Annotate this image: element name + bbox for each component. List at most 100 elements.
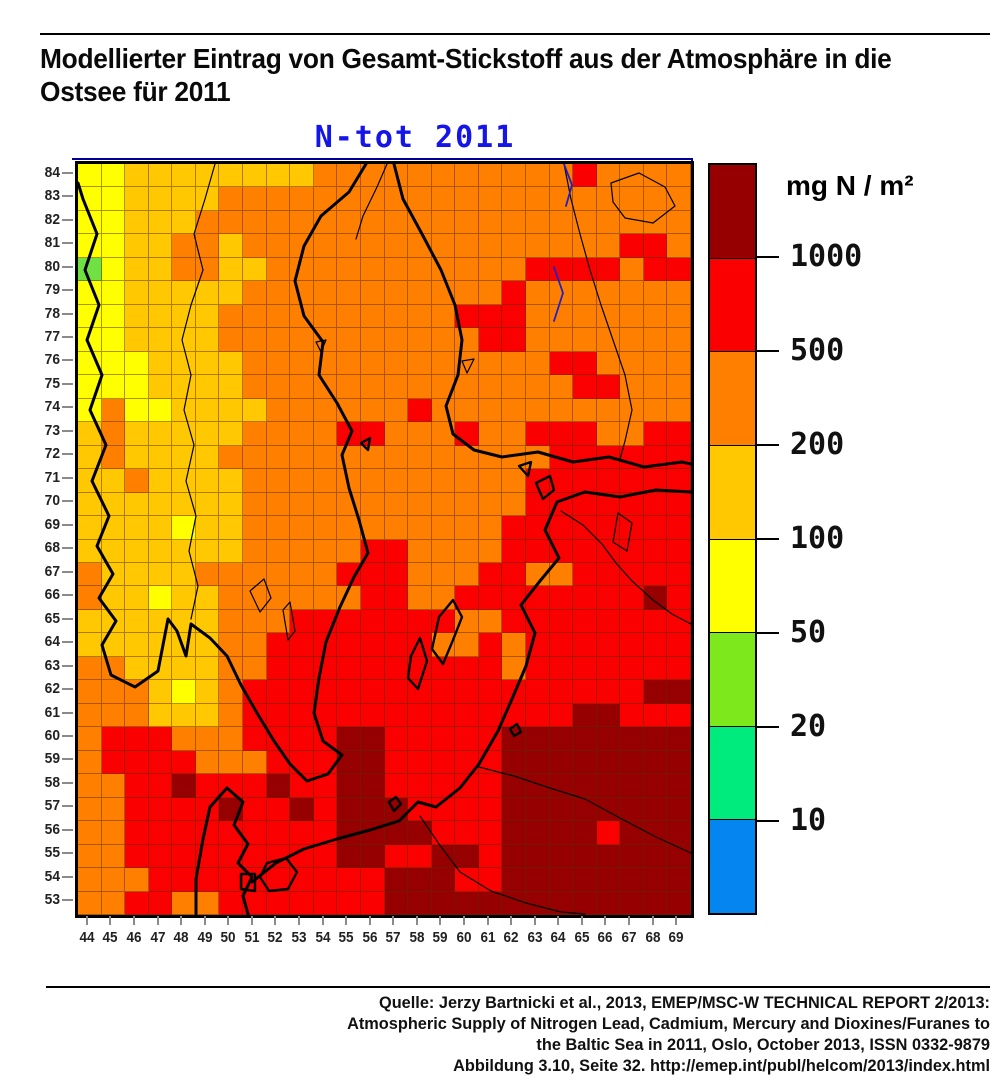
heatmap-cell <box>667 727 691 751</box>
heatmap-cell <box>455 516 479 540</box>
y-axis-tick <box>62 688 73 691</box>
heatmap-cell <box>408 774 432 798</box>
heatmap-cell <box>148 281 173 305</box>
heatmap-cell <box>290 492 314 517</box>
heatmap-cell <box>384 445 409 470</box>
y-axis-label: 77 <box>44 328 60 346</box>
heatmap-cell <box>384 469 409 493</box>
heatmap-cell <box>549 351 574 376</box>
heatmap-cell <box>573 257 597 282</box>
heatmap-cell <box>408 609 432 634</box>
heatmap-cell <box>384 703 409 728</box>
heatmap-cell <box>643 656 668 681</box>
heatmap-cell <box>219 210 244 235</box>
heatmap-cell <box>667 703 691 728</box>
heatmap-cell <box>360 492 385 517</box>
heatmap-cell <box>360 609 385 634</box>
heatmap-cell <box>478 891 503 915</box>
y-axis-tick <box>62 899 73 902</box>
heatmap-cell <box>384 680 409 704</box>
heatmap-cell <box>125 187 149 211</box>
heatmap-cell <box>408 375 432 399</box>
heatmap-cell <box>667 398 691 423</box>
heatmap-cell <box>478 821 503 845</box>
y-axis-label: 83 <box>44 187 60 205</box>
heatmap-cell <box>643 234 668 258</box>
y-axis-tick <box>62 406 73 409</box>
heatmap-cell <box>148 492 173 517</box>
color-scale-bar <box>708 163 757 915</box>
x-axis-label: 63 <box>527 929 543 946</box>
heatmap-cell <box>667 633 691 657</box>
heatmap-cell <box>266 797 291 822</box>
heatmap-cell <box>431 797 456 822</box>
y-axis-tick <box>62 852 73 855</box>
x-axis-label: 48 <box>173 929 189 946</box>
island-path <box>258 856 299 893</box>
heatmap-cell <box>643 516 668 540</box>
heatmap-cell <box>667 656 691 681</box>
y-axis-label: 66 <box>44 586 60 604</box>
heatmap-cell <box>148 422 173 446</box>
heatmap-cell <box>643 703 668 728</box>
y-axis-tick <box>62 429 73 432</box>
heatmap-cell <box>313 586 338 610</box>
heatmap-cell <box>596 844 621 869</box>
heatmap-cell <box>195 703 220 728</box>
heatmap-cell <box>573 844 597 869</box>
heatmap-cell <box>478 234 503 258</box>
heatmap-cell <box>148 328 173 352</box>
heatmap-cell <box>549 210 574 235</box>
y-axis-label: 62 <box>44 680 60 698</box>
y-axis-label: 53 <box>44 891 60 909</box>
heatmap-cell <box>313 164 338 188</box>
heatmap-cell <box>573 727 597 751</box>
heatmap-cell <box>313 516 338 540</box>
x-axis-label: 56 <box>362 929 378 946</box>
heatmap-cell <box>148 680 173 704</box>
heatmap-cell <box>148 445 173 470</box>
y-axis-tick <box>62 289 73 292</box>
heatmap-cell <box>525 187 550 211</box>
heatmap-cell <box>667 375 691 399</box>
heatmap-cell <box>643 586 668 610</box>
heatmap-cell <box>573 750 597 775</box>
heatmap-cell <box>148 398 173 423</box>
x-axis-tick <box>203 916 206 925</box>
heatmap-cell <box>408 492 432 517</box>
heatmap-cell <box>243 422 267 446</box>
heatmap-cell <box>502 210 526 235</box>
y-axis-label: 69 <box>44 515 60 533</box>
heatmap-cell <box>620 891 644 915</box>
heatmap-cell <box>643 164 668 188</box>
heatmap-cell <box>219 562 244 587</box>
heatmap-cell <box>408 304 432 329</box>
heatmap-cell <box>266 257 291 282</box>
heatmap-cell <box>384 375 409 399</box>
heatmap-cell <box>384 304 409 329</box>
heatmap-cell <box>219 703 244 728</box>
y-axis-label: 72 <box>44 445 60 463</box>
y-axis-label: 61 <box>44 703 60 721</box>
heatmap-cell <box>219 586 244 610</box>
heatmap-cell <box>549 422 574 446</box>
x-axis-tick <box>463 916 466 925</box>
heatmap-cell <box>408 562 432 587</box>
heatmap-cell <box>643 351 668 376</box>
heatmap-cell <box>431 492 456 517</box>
heatmap-cell <box>643 750 668 775</box>
y-axis-tick <box>62 547 73 550</box>
heatmap-cell <box>172 469 196 493</box>
heatmap-cell <box>195 633 220 657</box>
heatmap-cell <box>502 633 526 657</box>
heatmap-cell <box>125 609 149 634</box>
heatmap-cell <box>78 586 102 610</box>
heatmap-cell <box>313 492 338 517</box>
heatmap-cell <box>573 492 597 517</box>
heatmap-cell <box>408 586 432 610</box>
heatmap-cell <box>266 445 291 470</box>
heatmap-cell <box>431 516 456 540</box>
heatmap-cell <box>502 516 526 540</box>
heatmap-cell <box>596 750 621 775</box>
heatmap-cell <box>525 328 550 352</box>
